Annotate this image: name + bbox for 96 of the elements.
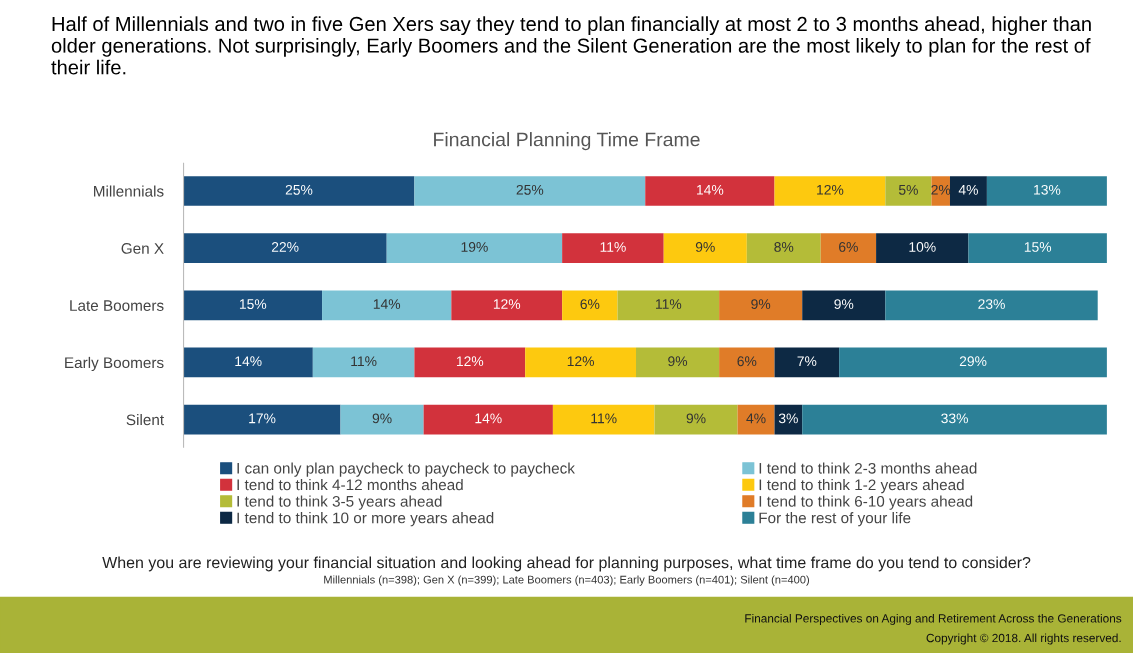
data-label: 6% xyxy=(737,356,757,367)
data-label: 5% xyxy=(898,184,918,195)
bar xyxy=(636,347,720,378)
text: When you are reviewing your financial situation and looking ahead for planning purposes, what time frame do you tend to consider? xyxy=(102,556,1031,572)
bar xyxy=(774,347,840,378)
data-label: 3% xyxy=(778,413,798,424)
data-label: 6% xyxy=(580,299,600,310)
data-label: 15% xyxy=(239,299,267,310)
data-label: 19% xyxy=(461,242,488,252)
bar xyxy=(876,233,969,263)
bar xyxy=(645,176,775,206)
bar xyxy=(885,176,932,206)
bar xyxy=(774,176,886,206)
data-label: 23% xyxy=(978,299,1005,310)
data-label: 12% xyxy=(567,356,595,367)
bar xyxy=(968,233,1107,263)
data-label: 9% xyxy=(751,299,771,310)
legend-label: I can only plan paycheck to paycheck to paycheck xyxy=(237,462,575,477)
bar xyxy=(451,290,563,321)
bar xyxy=(340,404,424,435)
data-label: 9% xyxy=(372,413,392,424)
data-label: 22% xyxy=(271,242,299,252)
bar xyxy=(820,233,877,263)
data-label: 14% xyxy=(697,184,724,195)
bar xyxy=(552,404,655,435)
data-label: 10% xyxy=(909,242,936,252)
bar xyxy=(986,176,1107,206)
bar xyxy=(663,233,747,263)
bar xyxy=(183,404,341,435)
text: Millennials (n=398); Gen X (n=399); Late Boomers (n=403); Early Boomers (n=401); Silent (n=400) xyxy=(324,575,810,586)
data-label: 25% xyxy=(285,184,313,195)
data-label: 4% xyxy=(746,413,766,424)
bar xyxy=(654,404,738,435)
text: Copyright © 2018. All rights reserved. xyxy=(926,633,1121,645)
bar xyxy=(949,176,987,206)
data-label: 29% xyxy=(959,356,987,367)
legend-label: I tend to think 6-10 years ahead xyxy=(759,495,973,510)
bar xyxy=(719,290,803,321)
legend-label: I tend to think 2-3 months ahead xyxy=(759,462,977,474)
y-tick-label: Millennials xyxy=(94,185,164,197)
bar xyxy=(312,347,415,378)
bar xyxy=(423,404,553,435)
bar xyxy=(617,290,720,321)
bar xyxy=(719,347,775,378)
bar xyxy=(885,290,1098,321)
data-label: 25% xyxy=(516,184,544,195)
legend-label: I tend to think 4-12 months ahead xyxy=(237,479,463,491)
y-tick-label: Silent xyxy=(126,414,164,426)
bar xyxy=(414,176,646,206)
legend-label: I tend to think 3-5 years ahead xyxy=(237,495,442,510)
data-label: 12% xyxy=(493,299,521,309)
data-label: 11% xyxy=(656,299,682,309)
bar xyxy=(562,233,664,263)
bar xyxy=(839,347,1107,378)
data-label: 13% xyxy=(1034,184,1061,195)
text: Financial Perspectives on Aging and Retirement Across the Generations xyxy=(745,613,1122,625)
bar xyxy=(525,347,637,378)
data-label: 11% xyxy=(591,413,617,424)
bar xyxy=(183,233,387,263)
bar xyxy=(737,404,775,435)
bar xyxy=(802,290,886,321)
y-tick-label: Late Boomers xyxy=(70,300,164,311)
y-tick-label: Early Boomers xyxy=(65,356,164,372)
data-label: 9% xyxy=(695,242,715,252)
bar xyxy=(414,347,526,378)
bar xyxy=(183,290,323,321)
data-label: 9% xyxy=(686,413,706,424)
bar xyxy=(322,290,452,321)
data-label: 14% xyxy=(373,299,401,309)
bar xyxy=(562,290,618,321)
data-label: 11% xyxy=(351,356,377,367)
bar xyxy=(386,233,563,263)
data-label: 12% xyxy=(817,184,844,195)
legend-label: For the rest of your life xyxy=(759,512,911,527)
data-label: 11% xyxy=(600,242,626,252)
data-label: 7% xyxy=(797,356,817,367)
bar xyxy=(802,404,1107,435)
data-label: 4% xyxy=(958,184,978,195)
chart-subtitle: Financial Planning Time Frame xyxy=(434,132,700,151)
data-label: 17% xyxy=(249,413,276,424)
bar xyxy=(746,233,821,263)
legend-label: I tend to think 10 or more years ahead xyxy=(237,512,494,527)
data-label: 9% xyxy=(834,299,854,310)
bar xyxy=(183,347,313,378)
data-label: 9% xyxy=(668,356,688,367)
data-label: 15% xyxy=(1024,242,1052,252)
data-label: 6% xyxy=(839,242,858,252)
data-label: 33% xyxy=(941,413,968,424)
legend-label: I tend to think 1-2 years ahead xyxy=(759,479,964,494)
data-label: 12% xyxy=(456,356,484,367)
data-label: 14% xyxy=(235,356,262,367)
data-label: 14% xyxy=(475,413,502,424)
y-tick-label: Gen X xyxy=(121,243,164,254)
chart-title: Half of Millennials and two in five Gen Xers say they tend to plan financially at most 2 to 3 months ahead, higher than older generations. Not surprisingly, Early Boomers and the Silent Generation are the most likely to plan for the rest of their life. xyxy=(51,16,1091,75)
bar xyxy=(183,176,415,206)
data-label: 8% xyxy=(774,242,794,252)
